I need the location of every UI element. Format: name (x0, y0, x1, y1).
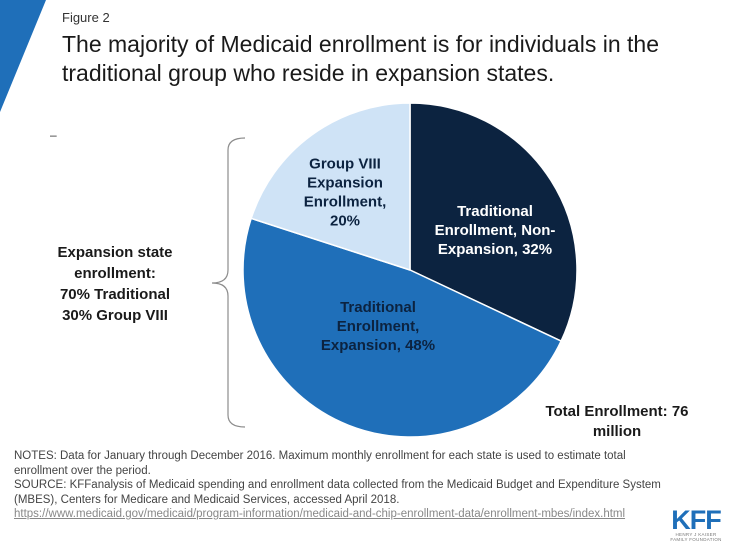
logo-subtext: HENRY J KAISER (675, 532, 717, 537)
slice-label-line: Traditional (457, 203, 533, 220)
dash-mark: – (50, 128, 57, 142)
slice-label-line: Enrollment, Non- (435, 222, 556, 239)
slice-label-line: Enrollment, (337, 318, 420, 335)
corner-accent-shape (0, 0, 46, 112)
expansion-state-label: Expansion state enrollment: 70% Traditio… (30, 242, 200, 326)
slice-label-line: Expansion, 48% (321, 337, 435, 354)
slice-label: Group VIII Expansion Enrollment, 20% (304, 156, 387, 230)
slice-label-line: Group VIII (309, 156, 381, 173)
side-label-line: Expansion state (57, 244, 173, 261)
pie-slice-labels: Traditional Enrollment, Non- Expansion, 32… (304, 156, 556, 355)
slice-label: Traditional Enrollment, Expansion, 48% (321, 299, 435, 354)
slice-label-line: Enrollment, (304, 194, 387, 211)
total-label-line: million (592, 423, 642, 440)
side-label-line: enrollment: (74, 265, 156, 282)
chart-title: The majority of Medicaid enrollment is f… (62, 31, 659, 86)
notes-text: NOTES: Data for January through December… (14, 450, 626, 477)
pie-slices (242, 102, 578, 438)
kff-logo: KFF HENRY J KAISER FAMILY FOUNDATION (670, 505, 722, 543)
slice-label-line: 20% (330, 213, 360, 230)
source-link[interactable]: https://www.medicaid.gov/medicaid/progra… (14, 508, 626, 520)
notes-block: NOTES: Data for January through December… (14, 449, 664, 522)
total-enrollment-label: Total Enrollment: 76 million (532, 402, 702, 442)
logo-text: KFF (671, 505, 721, 535)
bracket (211, 137, 246, 428)
figure-label: Figure 2 (62, 10, 110, 25)
side-label-line: 30% Group VIII (62, 307, 168, 324)
pie-slice (242, 217, 563, 438)
total-label-line: Total Enrollment: 76 (545, 403, 689, 420)
slice-label-line: Traditional (340, 299, 416, 316)
slice-label-line: Expansion, 32% (438, 241, 552, 258)
logo-subtext: FAMILY FOUNDATION (670, 537, 722, 542)
side-label-line: 70% Traditional (59, 286, 171, 303)
slice-label-line: Expansion (307, 175, 383, 192)
pie-slice (250, 102, 411, 272)
source-text: SOURCE: KFFanalysis of Medicaid spending… (14, 479, 661, 506)
pie-slice (409, 102, 578, 343)
slice-label: Traditional Enrollment, Non- Expansion, 32… (435, 203, 556, 258)
